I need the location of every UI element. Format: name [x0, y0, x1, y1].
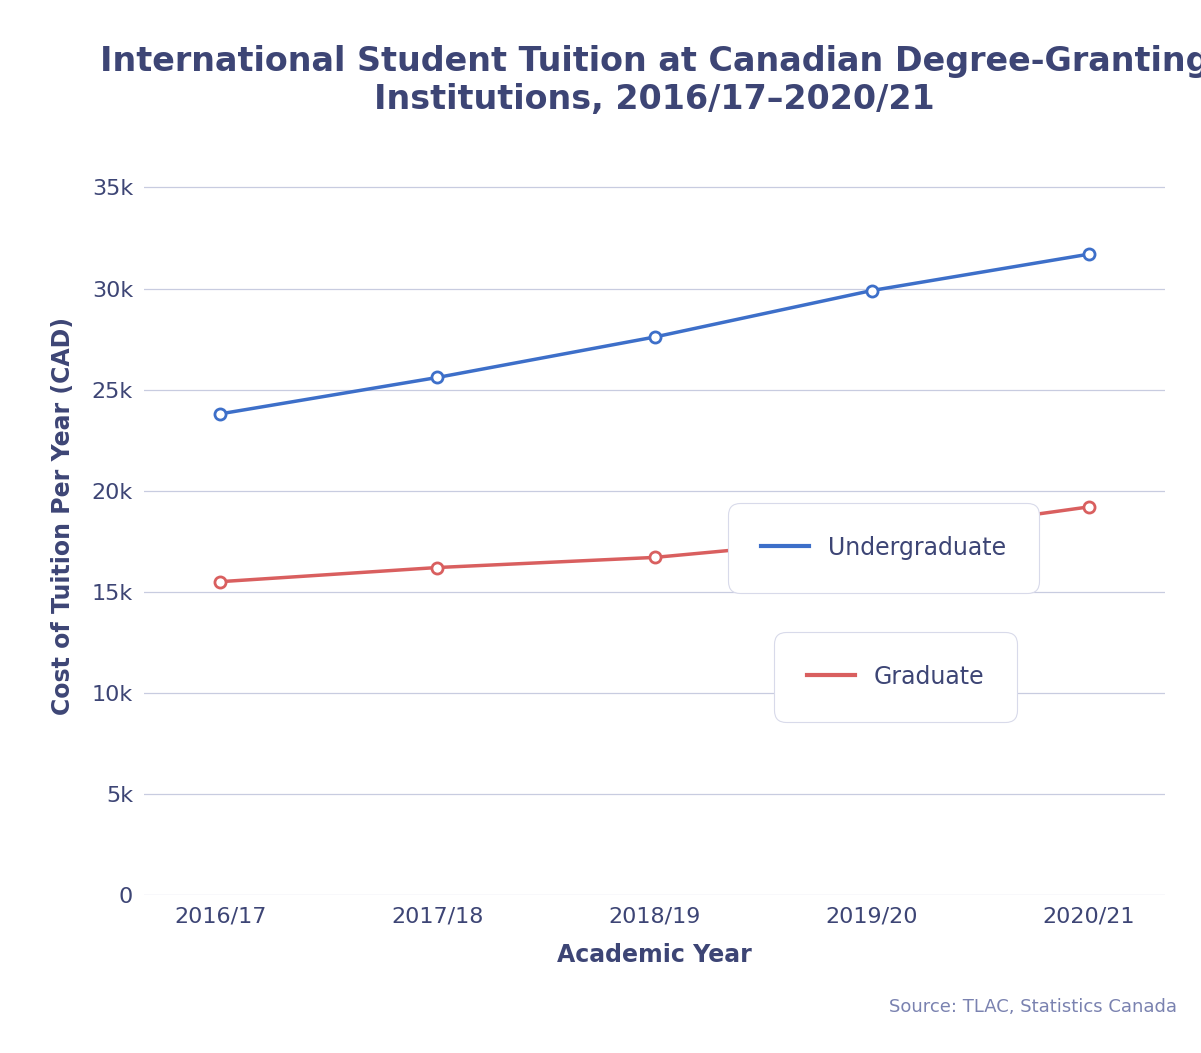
Title: International Student Tuition at Canadian Degree-Granting
Institutions, 2016/17–: International Student Tuition at Canadia…: [100, 45, 1201, 116]
Text: Source: TLAC, Statistics Canada: Source: TLAC, Statistics Canada: [889, 998, 1177, 1016]
Legend: Graduate: Graduate: [784, 641, 1008, 713]
X-axis label: Academic Year: Academic Year: [557, 942, 752, 967]
Y-axis label: Cost of Tuition Per Year (CAD): Cost of Tuition Per Year (CAD): [52, 317, 76, 715]
